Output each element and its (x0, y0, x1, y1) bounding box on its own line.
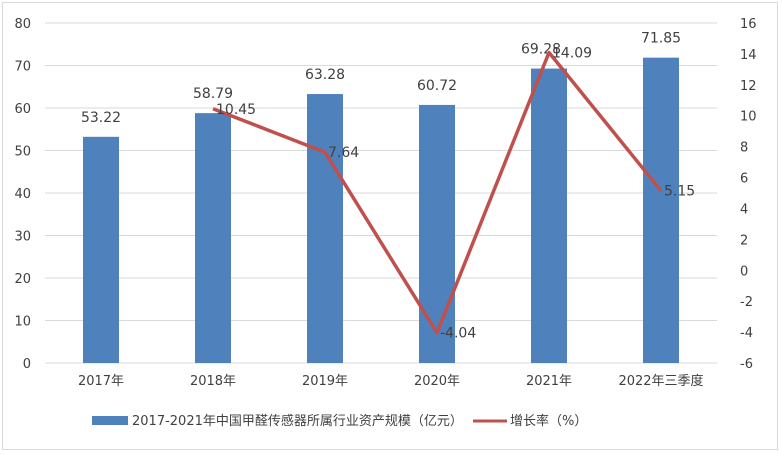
right-axis-tick: 12 (740, 79, 757, 94)
bar (531, 68, 567, 363)
line-data-label: 7.64 (328, 145, 359, 161)
left-axis-tick: 20 (14, 272, 31, 287)
left-axis-tick: 0 (23, 357, 31, 372)
bar (83, 136, 119, 363)
legend-line-label: 增长率（%） (510, 413, 587, 429)
x-axis-tick: 2018年 (190, 374, 236, 389)
x-axis-tick: 2019年 (302, 374, 348, 389)
left-axis-tick: 30 (14, 230, 31, 245)
bar-data-label: 63.28 (305, 67, 345, 83)
x-axis-tick: 2017年 (78, 374, 124, 389)
x-axis-tick: 2020年 (414, 374, 460, 389)
right-axis-tick: 0 (740, 264, 748, 279)
right-axis-tick: 8 (740, 141, 748, 156)
line-data-label: -4.04 (440, 326, 476, 342)
bar-data-label: 53.22 (81, 110, 121, 126)
left-axis-tick: 60 (14, 102, 31, 117)
left-axis-tick: 70 (14, 60, 31, 75)
legend-bar-label: 2017-2021年中国甲醛传感器所属行业资产规模（亿元） (132, 413, 463, 429)
left-axis-tick: 40 (14, 187, 31, 202)
right-axis-tick: -4 (740, 326, 753, 341)
growth-rate-line (212, 50, 663, 335)
right-axis-tick: -6 (740, 357, 753, 372)
line-data-label: 14.09 (552, 46, 592, 62)
bar (307, 94, 343, 363)
left-axis-tick: 50 (14, 145, 31, 160)
x-axis-tick: 2022年三季度 (618, 373, 703, 389)
left-axis-tick: 80 (14, 17, 31, 32)
right-axis-tick: 10 (740, 110, 757, 125)
right-axis-tick: -2 (740, 295, 753, 310)
bar-data-label: 71.85 (641, 31, 681, 47)
right-axis-tick: 4 (740, 202, 748, 217)
left-axis-tick: 10 (14, 315, 31, 330)
right-axis-tick: 6 (740, 172, 748, 187)
right-axis-tick: 16 (740, 17, 757, 32)
right-axis-tick: 2 (740, 233, 748, 248)
legend-bar-swatch (92, 416, 128, 425)
bar (643, 57, 679, 363)
bar-data-label: 58.79 (193, 86, 233, 102)
x-axis-tick: 2021年 (526, 374, 572, 389)
line-data-label: 5.15 (664, 184, 695, 200)
line-data-label: 10.45 (216, 102, 256, 118)
right-axis-tick: 14 (740, 48, 757, 63)
bar (195, 113, 231, 363)
bar-data-label: 60.72 (417, 78, 457, 94)
bar (419, 104, 455, 363)
